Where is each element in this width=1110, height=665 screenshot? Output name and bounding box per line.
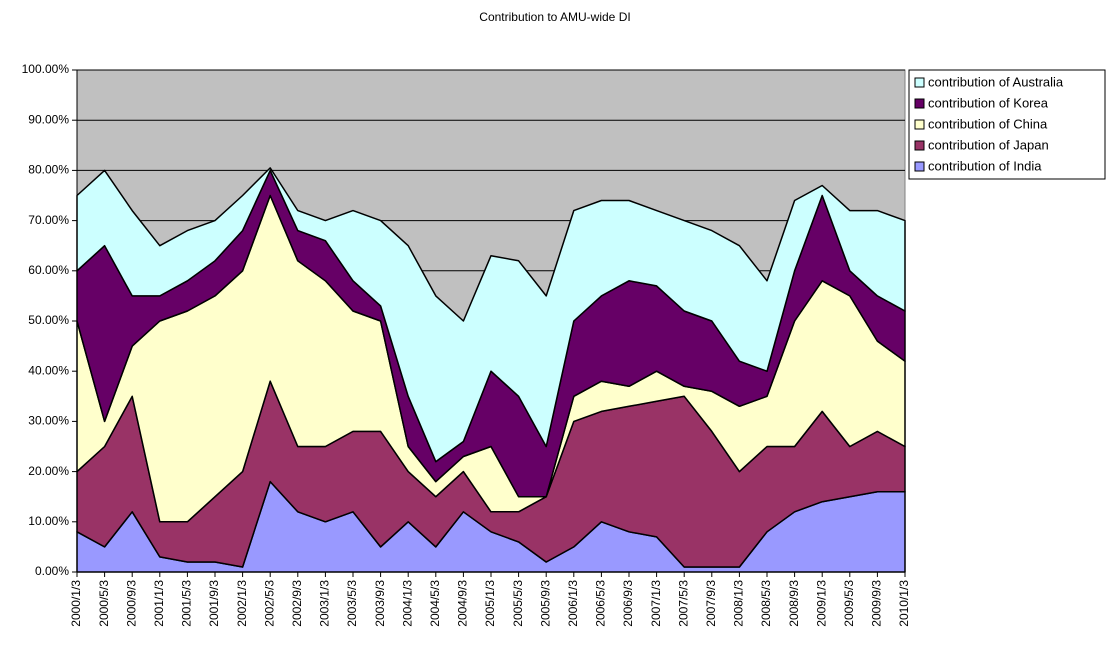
y-tick-label: 50.00% [28, 313, 69, 327]
legend-swatch [914, 140, 925, 151]
x-tick-label: 2008/1/3 [732, 580, 746, 627]
x-tick-label: 2001/5/3 [180, 580, 194, 627]
x-tick-label: 2004/5/3 [428, 580, 442, 627]
y-tick-label: 30.00% [28, 414, 69, 428]
x-tick-label: 2007/9/3 [704, 580, 718, 627]
x-tick-label: 2000/9/3 [124, 580, 138, 627]
legend-swatch [914, 98, 925, 109]
x-tick-label: 2008/5/3 [759, 580, 773, 627]
x-tick-label: 2005/5/3 [511, 580, 525, 627]
y-tick-label: 40.00% [28, 363, 69, 377]
legend-swatch [914, 161, 925, 172]
x-tick-label: 2004/9/3 [456, 580, 470, 627]
legend-swatch [914, 77, 925, 88]
legend-label: contribution of Korea [928, 95, 1049, 110]
x-tick-label: 2007/1/3 [649, 580, 663, 627]
x-tick-label: 2007/5/3 [676, 580, 690, 627]
legend-label: contribution of Japan [928, 137, 1049, 152]
legend-label: contribution of India [928, 158, 1042, 173]
x-tick-label: 2009/5/3 [842, 580, 856, 627]
y-tick-label: 100.00% [22, 62, 70, 76]
legend-swatch [914, 119, 925, 130]
y-tick-label: 80.00% [28, 163, 69, 177]
x-tick-label: 2006/9/3 [621, 580, 635, 627]
x-tick-label: 2009/9/3 [870, 580, 884, 627]
x-tick-label: 2008/9/3 [787, 580, 801, 627]
x-tick-label: 2000/1/3 [69, 580, 83, 627]
x-tick-label: 2005/9/3 [538, 580, 552, 627]
chart-title: Contribution to AMU-wide DI [479, 10, 630, 24]
x-tick-label: 2004/1/3 [400, 580, 414, 627]
x-tick-label: 2001/1/3 [152, 580, 166, 627]
area [76, 167, 906, 463]
y-tick-label: 70.00% [28, 213, 69, 227]
y-tick-label: 0.00% [35, 564, 69, 578]
y-tick-label: 90.00% [28, 112, 69, 126]
x-tick-label: 2005/1/3 [483, 580, 497, 627]
legend-label: contribution of China [928, 116, 1048, 131]
x-tick-label: 2000/5/3 [97, 580, 111, 627]
y-tick-label: 60.00% [28, 263, 69, 277]
legend-label: contribution of Australia [928, 74, 1064, 89]
x-tick-label: 2002/5/3 [262, 580, 276, 627]
y-tick-label: 10.00% [28, 514, 69, 528]
legend [908, 69, 1106, 180]
y-tick-label: 20.00% [28, 464, 69, 478]
x-tick-label: 2009/1/3 [814, 580, 828, 627]
x-tick-label: 2002/1/3 [235, 580, 249, 627]
x-tick-label: 2003/9/3 [373, 580, 387, 627]
x-tick-label: 2003/5/3 [345, 580, 359, 627]
x-tick-label: 2003/1/3 [318, 580, 332, 627]
x-tick-label: 2010/1/3 [897, 580, 911, 627]
x-tick-label: 2002/9/3 [290, 580, 304, 627]
x-tick-label: 2001/9/3 [207, 580, 221, 627]
x-tick-label: 2006/5/3 [594, 580, 608, 627]
x-tick-label: 2006/1/3 [566, 580, 580, 627]
